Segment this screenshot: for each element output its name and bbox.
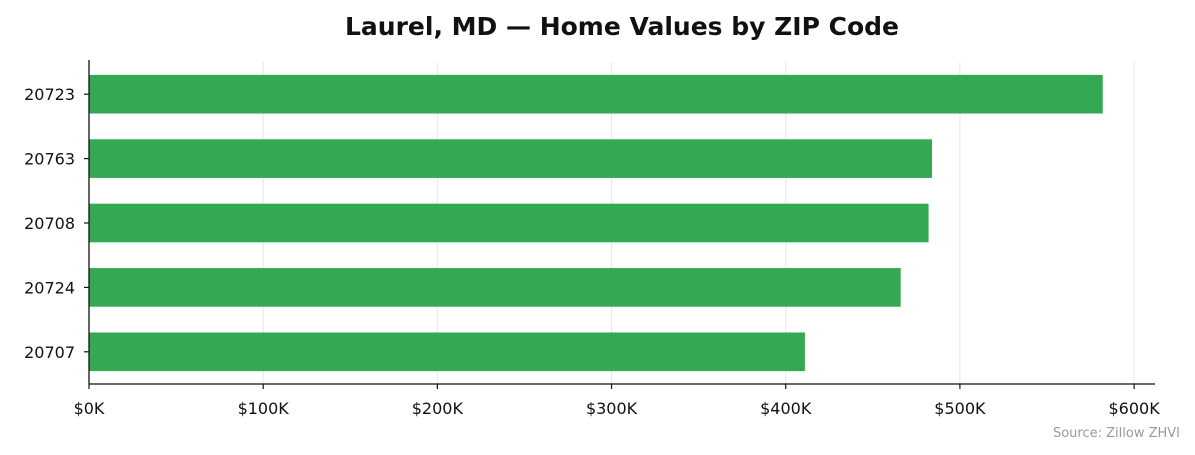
y-tick-label: 20708	[24, 214, 75, 233]
y-tick-label: 20707	[24, 343, 75, 362]
axes	[88, 60, 1155, 385]
x-tick-label: $100K	[238, 399, 290, 418]
x-tick-label: $500K	[934, 399, 986, 418]
x-tick-label: $200K	[412, 399, 464, 418]
y-tick-label: 20763	[24, 150, 75, 169]
bar-20708	[89, 203, 929, 243]
source-note: Source: Zillow ZHVI	[1053, 426, 1180, 441]
bar-20723	[89, 74, 1103, 114]
x-tick-label: $600K	[1108, 399, 1160, 418]
bar-20707	[89, 332, 805, 372]
bars	[89, 74, 1103, 372]
y-axis-ticks: 20723 20763 20708 20724 20707	[24, 85, 89, 362]
x-axis-ticks: $0K $100K $200K $300K $400K $500K $600K	[74, 384, 1160, 418]
x-tick-label: $400K	[760, 399, 812, 418]
bar-20763	[89, 139, 933, 178]
chart-title: Laurel, MD — Home Values by ZIP Code	[345, 12, 899, 41]
bar-20724	[89, 268, 901, 307]
y-tick-label: 20724	[24, 278, 75, 297]
y-tick-label: 20723	[24, 85, 75, 104]
x-tick-label: $300K	[586, 399, 638, 418]
x-tick-label: $0K	[74, 399, 105, 418]
